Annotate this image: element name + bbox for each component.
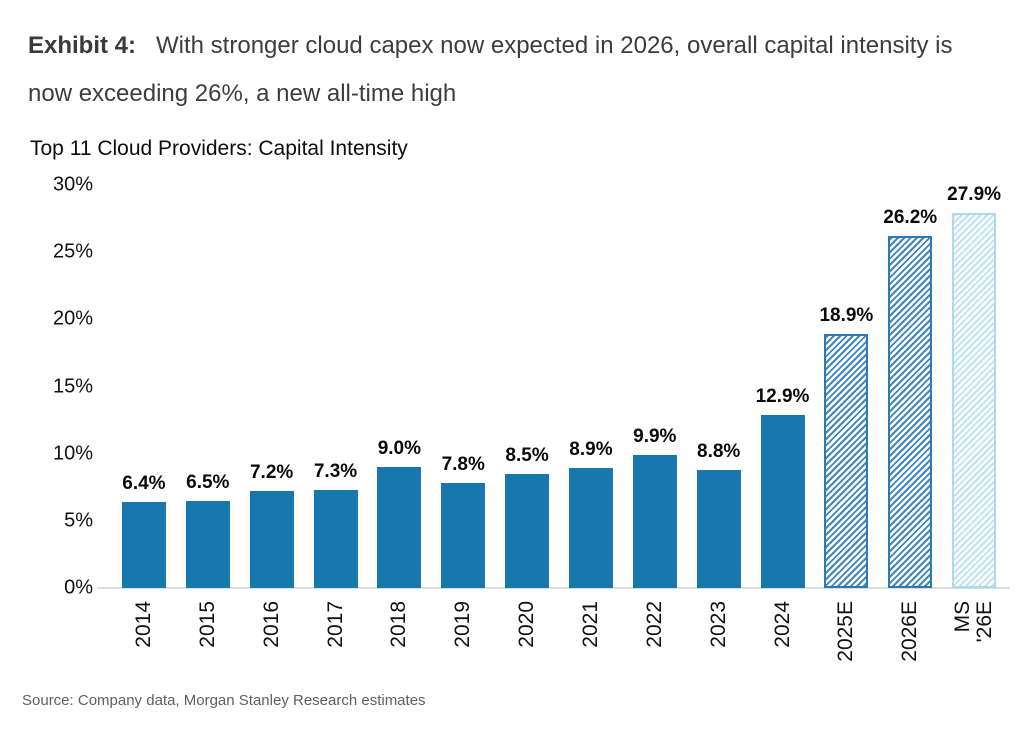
bar-MS26E [952, 213, 997, 588]
bar-value-label: 8.9% [569, 439, 613, 461]
x-tick-slot: 2022 [623, 601, 687, 686]
bar-value-label: 12.9% [755, 385, 810, 407]
y-tick-label: 30% [52, 173, 93, 196]
bar-2026E [888, 236, 933, 588]
x-tick-label: 2016 [259, 601, 283, 648]
bar-slot: 8.5% [495, 185, 559, 588]
bar-slot: 27.9% [942, 184, 1006, 588]
x-tick-label: 2014 [131, 601, 155, 648]
y-tick-label: 25% [52, 240, 93, 263]
bar-value-label: 6.5% [186, 471, 230, 493]
bar-value-label: 27.9% [947, 184, 1002, 206]
bar-2023 [696, 469, 741, 588]
bar-slot: 7.3% [304, 185, 368, 588]
x-tick-slot: 2018 [367, 601, 431, 686]
source-note: Source: Company data, Morgan Stanley Res… [22, 692, 426, 709]
bar-2019 [441, 483, 486, 588]
x-tick-label: 2020 [515, 601, 539, 648]
bar-value-label: 7.2% [249, 462, 294, 484]
x-tick-slot: 2025E [814, 601, 878, 686]
x-tick-label: 2021 [578, 601, 602, 648]
y-tick-label: 15% [52, 375, 93, 397]
y-tick-label: 20% [52, 307, 93, 330]
bar-2015 [185, 500, 230, 588]
x-tick-label: 2015 [195, 601, 219, 648]
bar-2022 [632, 455, 677, 588]
x-tick-slot: 2026E [878, 601, 942, 686]
bar-slot: 9.0% [367, 185, 431, 588]
bar-slot: 7.2% [240, 185, 304, 588]
bar-slot: 9.9% [623, 185, 687, 588]
x-tick-label: MS '26E [951, 601, 997, 643]
x-tick-slot: MS '26E [942, 601, 1006, 686]
bar-value-label: 26.2% [883, 207, 938, 229]
bar-value-label: 9.9% [633, 426, 677, 448]
x-tick-label: 2018 [387, 601, 411, 648]
bar-value-label: 6.4% [122, 473, 166, 495]
bar-slot: 8.9% [559, 185, 623, 588]
x-axis: 2014 2015 2016 2017 2018 2019 2020 2021 2022 2023… [112, 601, 1006, 686]
x-tick-label: 2025E [834, 601, 858, 662]
bar-2021 [568, 468, 613, 588]
bar-slot: 18.9% [814, 185, 878, 588]
bar-slot: 8.8% [687, 185, 751, 588]
bar-2025E [824, 334, 869, 588]
x-tick-slot: 2020 [495, 601, 559, 686]
bar-value-label: 7.3% [313, 460, 358, 482]
x-tick-label: 2017 [323, 601, 347, 648]
bar-slot: 6.4% [112, 185, 176, 588]
exhibit-heading: Exhibit 4: With stronger cloud capex now … [28, 22, 976, 118]
x-tick-slot: 2014 [112, 601, 176, 686]
bar-slot: 6.5% [176, 185, 240, 588]
bar-2020 [505, 473, 550, 588]
exhibit-title-text: With stronger cloud capex now expected i… [28, 32, 953, 107]
x-tick-label: 2024 [770, 601, 794, 648]
bar-2024 [760, 414, 805, 588]
x-tick-label: 2019 [451, 601, 475, 648]
bar-slot: 12.9% [751, 185, 815, 588]
y-tick-label: 0% [64, 576, 93, 599]
plot-area: 6.4% 6.5% 7.2% 7.3% 9.0% 7.8% 8.5% 8.9% 9.9% 8.8%… [112, 184, 1006, 588]
y-tick-label: 5% [64, 509, 93, 532]
bar-value-label: 8.5% [505, 444, 549, 466]
x-tick-slot: 2016 [240, 601, 304, 686]
x-tick-slot: 2015 [176, 601, 240, 686]
y-tick-label: 10% [52, 442, 93, 465]
x-tick-label: 2026E [898, 601, 922, 662]
bar-slot: 26.2% [878, 185, 942, 588]
bar-value-label: 18.9% [819, 305, 874, 327]
x-tick-label: 2023 [706, 601, 730, 648]
y-axis: 30% 25% 20% 15% 10% 5% 0% [0, 174, 93, 599]
bar-2014 [121, 502, 166, 588]
x-tick-slot: 2023 [687, 601, 751, 686]
exhibit-label: Exhibit 4: [28, 32, 137, 59]
x-tick-slot: 2019 [431, 601, 495, 686]
bar-value-label: 9.0% [377, 438, 422, 460]
bar-2016 [249, 491, 294, 588]
chart-title: Top 11 Cloud Providers: Capital Intensit… [30, 137, 408, 160]
bar-value-label: 7.8% [441, 454, 485, 476]
x-tick-label: 2022 [642, 601, 666, 648]
bar-2017 [313, 489, 358, 588]
x-tick-slot: 2024 [751, 601, 815, 686]
bar-value-label: 8.8% [697, 440, 741, 462]
x-tick-slot: 2017 [304, 601, 368, 686]
bar-slot: 7.8% [431, 185, 495, 588]
x-tick-slot: 2021 [559, 601, 623, 686]
axis-baseline [97, 587, 1010, 589]
bar-2018 [377, 467, 422, 588]
